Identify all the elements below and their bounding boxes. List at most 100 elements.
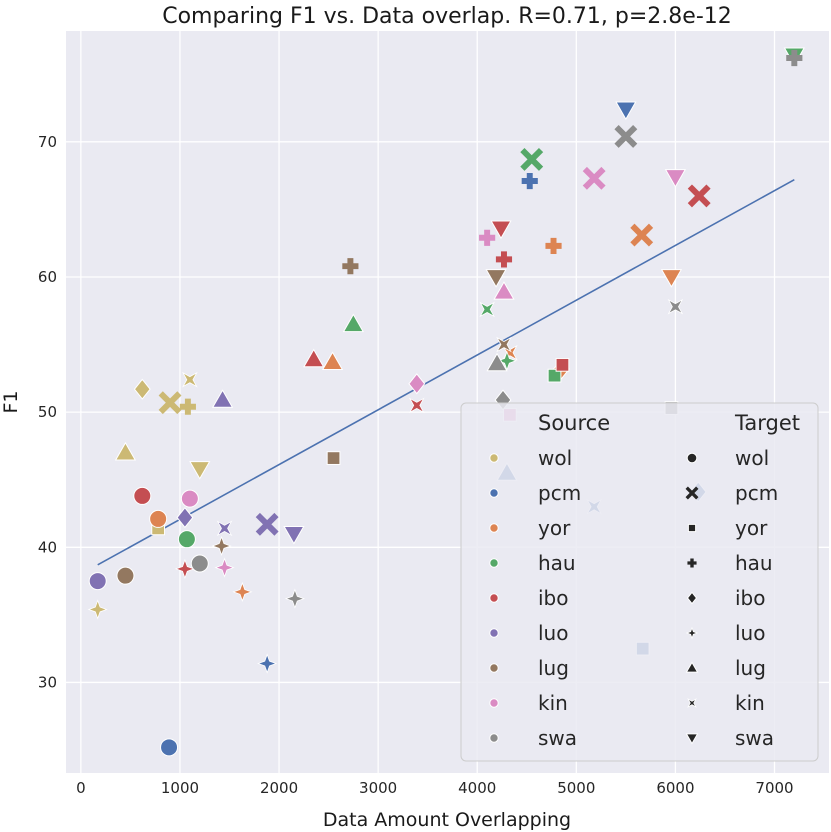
point-kin-pcm [582, 166, 606, 190]
legend-target-wol: wol [735, 446, 769, 470]
legend-target-marker-swa [685, 733, 699, 745]
legend-target-hau: hau [735, 551, 773, 575]
point-ibo-lug [303, 348, 325, 368]
legend-target-yor: yor [735, 516, 768, 540]
point-wol-pcm [158, 391, 182, 415]
y-axis-label: F1 [0, 390, 22, 413]
point-ibo-luo [174, 558, 196, 580]
point-luo-ibo [176, 506, 194, 529]
point-ibo-kin [408, 397, 425, 414]
legend-target-swa: swa [735, 726, 774, 750]
point-yor-lug [321, 351, 344, 370]
point-swa-kin [667, 298, 684, 315]
point-kin-ibo [408, 373, 426, 395]
legend-target-marker-luo [685, 626, 699, 640]
point-hau-pcm [520, 147, 544, 171]
point-swa-pcm [614, 124, 638, 148]
x-axis-label: Data Amount Overlapping [323, 809, 571, 831]
point-swa-wol [190, 554, 209, 573]
legend-source-lug: lug [538, 656, 569, 680]
point-pcm-wol [160, 738, 179, 757]
y-tick-label: 60 [38, 268, 57, 286]
x-tick-label: 3000 [359, 779, 397, 797]
legend-source-pcm: pcm [538, 481, 581, 505]
legend-target-marker-pcm [685, 486, 699, 500]
point-yor-hau [545, 237, 562, 254]
point-wol-hau [179, 398, 196, 415]
point-yor-swa [660, 269, 683, 288]
point-ibo-swa [490, 220, 512, 240]
y-tick-label: 30 [38, 673, 57, 691]
legend-target-marker-hau [687, 558, 697, 568]
x-tick-label: 4000 [458, 779, 496, 797]
point-hau-lug [342, 313, 365, 333]
point-hau-yor [547, 368, 562, 383]
legend-source-swatch-hau [489, 558, 499, 568]
point-luo-kin [216, 520, 233, 537]
point-luo-lug [211, 389, 234, 408]
legend-target-marker-ibo [686, 591, 698, 605]
point-lug-hau [342, 258, 359, 275]
point-ibo-hau [495, 251, 513, 268]
legend-target-marker-lug [685, 661, 699, 673]
point-hau-wol [177, 530, 196, 549]
legend-source-kin: kin [538, 691, 568, 715]
y-tick-label: 50 [38, 403, 57, 421]
point-luo-pcm [255, 512, 279, 536]
legend-source-swatch-swa [489, 733, 499, 743]
point-yor-luo [232, 581, 253, 602]
point-lug-swa [485, 269, 507, 288]
legend-frame [460, 402, 819, 762]
point-lug-yor [326, 451, 341, 465]
point-luo-wol [88, 572, 107, 591]
y-tick-label: 70 [38, 133, 57, 151]
legend-target-title: Target [734, 411, 800, 435]
legend-target-lug: lug [735, 656, 766, 680]
x-tick-label: 6000 [656, 779, 694, 797]
chart-title: Comparing F1 vs. Data overlap. R=0.71, p… [162, 4, 732, 29]
legend-target-marker-wol [686, 452, 698, 464]
point-lug-wol [116, 566, 135, 585]
legend-source-hau: hau [538, 551, 576, 575]
point-ibo-wol [133, 486, 152, 505]
point-kin-swa [664, 169, 687, 188]
legend-target-luo: luo [735, 621, 765, 645]
legend-source-swatch-pcm [489, 488, 499, 498]
legend-target-kin: kin [735, 691, 765, 715]
point-kin-hau [479, 229, 496, 246]
legend-source-luo: luo [538, 621, 568, 645]
legend-source-swatch-wol [489, 453, 499, 463]
point-wol-ibo [133, 378, 151, 400]
point-hau-luo [496, 350, 518, 371]
point-luo-swa [283, 525, 305, 545]
y-tick-label: 40 [38, 538, 57, 556]
point-kin-wol [180, 489, 199, 508]
legend-source-swatch-lug [489, 663, 499, 673]
point-hau-kin [479, 301, 495, 318]
point-ibo-pcm [687, 184, 711, 208]
point-swa-lug [486, 352, 508, 372]
regression-line [97, 178, 795, 566]
axis-ticks: 0 1000 2000 3000 4000 5000 6000 7000 30 40 50 60 70 [38, 133, 794, 797]
point-wol-swa [189, 461, 211, 480]
point-ibo-yor [555, 357, 570, 372]
point-pcm-hau [521, 172, 538, 190]
point-lug-kin [496, 336, 512, 353]
point-wol-lug [114, 441, 137, 461]
point-yor-pcm [630, 223, 654, 247]
x-tick-label: 1000 [161, 779, 199, 797]
x-tick-label: 2000 [260, 779, 298, 797]
legend-target-marker-kin [687, 698, 697, 708]
point-pcm-swa [615, 101, 637, 121]
point-wol-luo [87, 599, 108, 620]
legend-source-wol: wol [538, 446, 572, 470]
legend-target-marker-yor [687, 523, 697, 533]
legend-source-swa: swa [538, 726, 577, 750]
legend-target-ibo: ibo [735, 586, 766, 610]
point-wol-kin [182, 371, 198, 388]
point-lug-luo [211, 535, 232, 557]
point-yor-wol [149, 509, 168, 528]
legend: Source Target wol pcm yor hau ibo luo lug kin swa w… [460, 402, 819, 762]
point-kin-luo [214, 557, 235, 578]
